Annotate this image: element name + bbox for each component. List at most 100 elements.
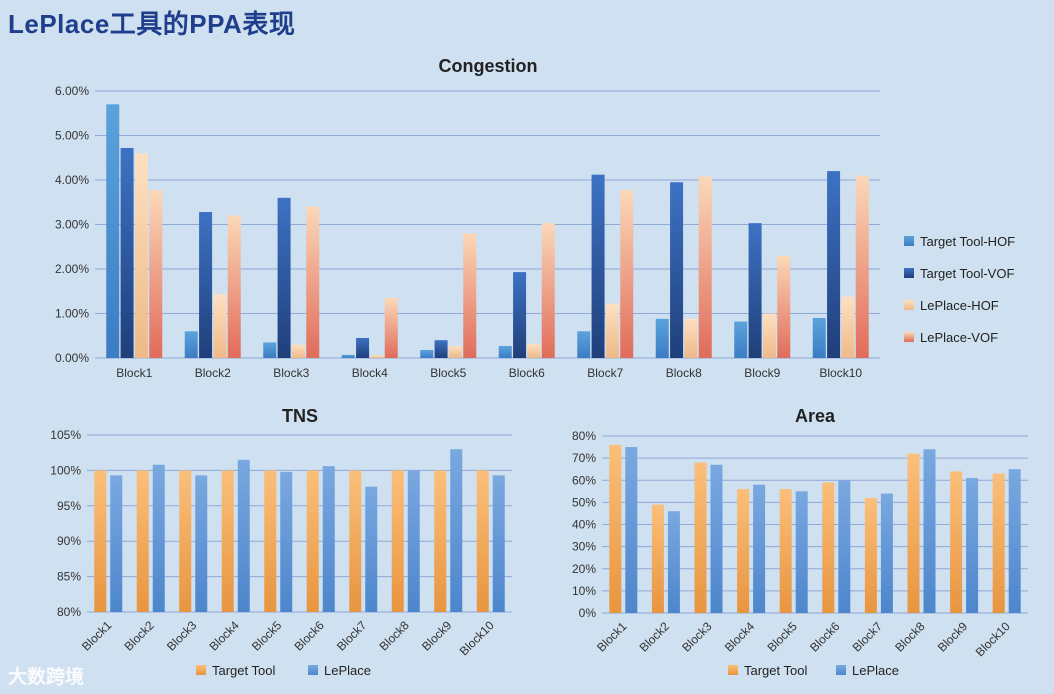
x-tick-label: Block6 bbox=[291, 618, 327, 654]
bar-target-tool bbox=[264, 470, 277, 612]
x-tick-label: Block8 bbox=[892, 619, 928, 655]
bar-target-tool-hof bbox=[106, 104, 120, 358]
y-tick-label: 100% bbox=[50, 463, 81, 477]
y-tick-label: 90% bbox=[57, 534, 81, 548]
y-tick-label: 80% bbox=[572, 429, 596, 443]
bar-target-tool bbox=[179, 470, 192, 612]
bar-leplace-hof bbox=[605, 303, 619, 358]
x-tick-label: Block2 bbox=[637, 619, 673, 655]
x-tick-label: Block7 bbox=[587, 366, 623, 380]
x-tick-label: Block3 bbox=[679, 619, 715, 655]
bar-target-tool bbox=[651, 504, 664, 613]
bar-target-tool-hof bbox=[263, 342, 277, 358]
bar-target-tool-vof bbox=[827, 171, 841, 358]
x-tick-label: Block9 bbox=[419, 618, 455, 654]
bar-leplace bbox=[966, 478, 979, 613]
bar-leplace bbox=[152, 464, 165, 612]
bar-target-tool-vof bbox=[670, 182, 684, 358]
bar-leplace-vof bbox=[777, 255, 791, 358]
bar-leplace-vof bbox=[306, 206, 320, 358]
y-tick-label: 40% bbox=[572, 518, 596, 532]
y-tick-label: 50% bbox=[572, 495, 596, 509]
y-tick-label: 4.00% bbox=[55, 173, 89, 187]
bar-leplace bbox=[625, 447, 638, 613]
x-tick-label: Block8 bbox=[376, 618, 412, 654]
bar-leplace bbox=[795, 491, 808, 613]
chart-congestion: Congestion 0.00% 1.00% 2.00% 3.00% 4.00% 5.00%… bbox=[55, 56, 1015, 380]
y-tick-label: 6.00% bbox=[55, 84, 89, 98]
bar-target-tool-vof bbox=[748, 223, 762, 358]
legend-label: Target Tool bbox=[744, 663, 807, 678]
bar-target-tool bbox=[950, 471, 963, 613]
bar-leplace-vof bbox=[698, 176, 712, 358]
bar-leplace-hof bbox=[448, 345, 462, 358]
bar-leplace bbox=[407, 470, 420, 612]
bar-target-tool-hof bbox=[498, 345, 512, 358]
bar-leplace bbox=[880, 493, 893, 613]
bar-leplace bbox=[753, 484, 766, 613]
x-tick-label: Block2 bbox=[121, 618, 157, 654]
legend-swatch bbox=[728, 665, 738, 675]
y-tick-label: 2.00% bbox=[55, 262, 89, 276]
bar-leplace-hof bbox=[841, 296, 855, 358]
x-tick-label: Block3 bbox=[164, 618, 200, 654]
legend-swatch bbox=[904, 236, 914, 246]
x-tick-label: Block5 bbox=[764, 619, 800, 655]
bar-leplace bbox=[237, 459, 250, 612]
x-tick-label: Block3 bbox=[273, 366, 309, 380]
bar-leplace bbox=[923, 449, 936, 613]
y-tick-label: 60% bbox=[572, 473, 596, 487]
bar-target-tool bbox=[391, 470, 404, 612]
bar-target-tool-hof bbox=[420, 349, 434, 358]
x-tick-label: Block1 bbox=[594, 619, 630, 655]
bar-leplace-vof bbox=[227, 215, 241, 358]
bar-target-tool-vof bbox=[120, 147, 134, 358]
y-tick-label: 30% bbox=[572, 540, 596, 554]
bar-target-tool bbox=[306, 470, 319, 612]
bar-target-tool bbox=[136, 470, 149, 612]
legend-label: LePlace-HOF bbox=[920, 298, 999, 313]
watermark-logo: 大数跨境 bbox=[8, 667, 85, 688]
bar-target-tool bbox=[609, 444, 622, 613]
bar-leplace-hof bbox=[291, 344, 305, 358]
x-tick-label: Block7 bbox=[334, 618, 370, 654]
bar-leplace-vof bbox=[149, 190, 163, 358]
bar-leplace-hof bbox=[527, 343, 541, 358]
y-tick-label: 70% bbox=[572, 451, 596, 465]
legend-label: LePlace-VOF bbox=[920, 330, 998, 345]
legend-label: Target Tool bbox=[212, 663, 275, 678]
x-tick-label: Block9 bbox=[935, 619, 971, 655]
bar-target-tool-hof bbox=[655, 318, 669, 358]
bar-target-tool-hof bbox=[341, 354, 355, 358]
bar-leplace-vof bbox=[855, 175, 869, 358]
bar-leplace-vof bbox=[463, 233, 477, 358]
legend-swatch bbox=[196, 665, 206, 675]
bar-target-tool bbox=[907, 453, 920, 613]
x-tick-label: Block4 bbox=[722, 619, 758, 655]
y-tick-label: 0% bbox=[579, 606, 597, 620]
bar-target-tool-hof bbox=[184, 331, 198, 358]
bar-target-tool bbox=[94, 470, 107, 612]
x-tick-label: Block5 bbox=[249, 618, 285, 654]
x-tick-label: Block10 bbox=[457, 618, 497, 658]
bar-leplace bbox=[710, 464, 723, 613]
y-tick-label: 10% bbox=[572, 584, 596, 598]
x-tick-label: Block7 bbox=[850, 619, 886, 655]
bar-leplace bbox=[110, 475, 123, 612]
bar-target-tool bbox=[992, 473, 1005, 613]
x-tick-label: Block10 bbox=[973, 619, 1013, 659]
legend-swatch bbox=[904, 268, 914, 278]
bar-leplace-hof bbox=[762, 313, 776, 358]
y-tick-label: 1.00% bbox=[55, 307, 89, 321]
bar-target-tool bbox=[737, 489, 750, 613]
x-tick-label: Block8 bbox=[666, 366, 702, 380]
y-tick-label: 5.00% bbox=[55, 129, 89, 143]
chart-title: Area bbox=[795, 406, 836, 426]
bar-leplace-hof bbox=[213, 294, 227, 358]
bar-leplace-vof bbox=[620, 190, 634, 358]
legend-swatch bbox=[904, 300, 914, 310]
bar-leplace-vof bbox=[384, 297, 398, 358]
